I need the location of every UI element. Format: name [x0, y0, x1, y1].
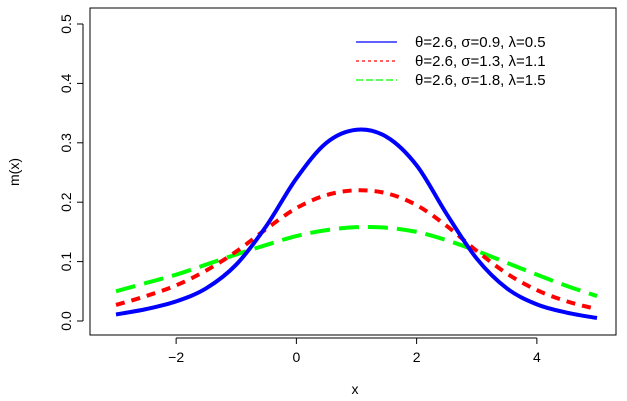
x-tick-label: 2 [413, 349, 421, 365]
series-line-3 [115, 224, 598, 298]
legend-label-3: θ=2.6, σ=1.8, λ=1.5 [415, 72, 546, 89]
curves [115, 127, 598, 320]
y-tick-label: 0.2 [58, 192, 74, 212]
y-axis-title: m(x) [6, 158, 22, 186]
y-tick-label: 0.5 [58, 14, 74, 34]
y-tick-label: 0.1 [58, 252, 74, 272]
legend-label-1: θ=2.6, σ=0.9, λ=0.5 [415, 34, 546, 51]
y-tick-label: 0.3 [58, 133, 74, 153]
series-line-1 [115, 127, 598, 320]
y-axis: 0.0 0.1 0.2 0.3 0.4 0.5 [58, 14, 84, 331]
y-tick-label: 0.4 [58, 73, 74, 93]
plot-frame [89, 7, 617, 336]
x-tick-label: 4 [533, 349, 541, 365]
y-tick-label: 0.0 [58, 311, 74, 331]
x-tick-label: −2 [168, 349, 184, 365]
series-line-2 [115, 188, 598, 312]
legend-label-2: θ=2.6, σ=1.3, λ=1.1 [415, 53, 546, 70]
x-axis: −2 0 2 4 [168, 337, 541, 365]
legend: θ=2.6, σ=0.9, λ=0.5 θ=2.6, σ=1.3, λ=1.1 θ=… [356, 34, 546, 89]
x-axis-title: x [352, 381, 359, 397]
x-tick-label: 0 [292, 349, 300, 365]
